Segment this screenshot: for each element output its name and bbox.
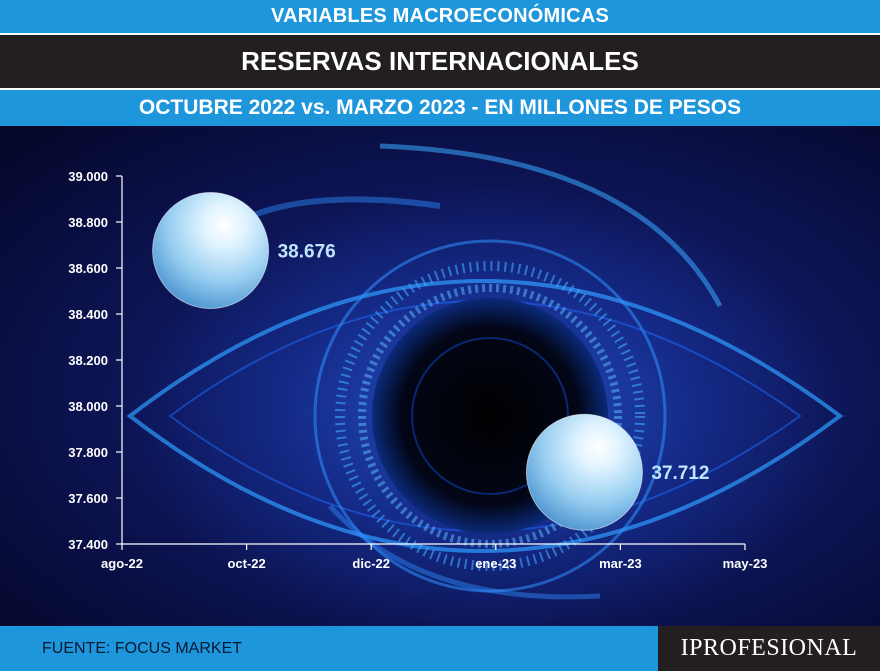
x-tick-label: ago-22 bbox=[101, 556, 143, 571]
data-point-bubble bbox=[152, 192, 270, 310]
y-tick-label: 38.000 bbox=[68, 399, 108, 414]
chart-subtitle: OCTUBRE 2022 vs. MARZO 2023 - EN MILLONE… bbox=[0, 90, 880, 126]
x-tick-label: mar-23 bbox=[599, 556, 642, 571]
y-tick-label: 38.800 bbox=[68, 215, 108, 230]
x-tick-label: ene-23 bbox=[475, 556, 516, 571]
y-tick-label: 37.800 bbox=[68, 445, 108, 460]
data-point-label: 37.712 bbox=[651, 463, 709, 484]
source-note: FUENTE: FOCUS MARKET bbox=[42, 640, 243, 657]
chart-area: 39.000 38.800 38.600 38.400 38.200 38.000 37.8… bbox=[0, 126, 880, 626]
section-header: VARIABLES MACROECONÓMICAS bbox=[0, 0, 880, 33]
brand-logo: IPROFESIONAL bbox=[658, 626, 880, 671]
y-axis: 39.000 38.800 38.600 38.400 38.200 38.000 37.8… bbox=[68, 169, 122, 552]
chart-title: RESERVAS INTERNACIONALES bbox=[0, 33, 880, 90]
x-axis: ago-22 oct-22 dic-22 ene-23 mar-23 may-23 bbox=[101, 544, 767, 571]
y-tick-label: 37.400 bbox=[68, 537, 108, 552]
y-tick-label: 39.000 bbox=[68, 169, 108, 184]
data-point-bubble bbox=[525, 413, 643, 531]
x-tick-label: oct-22 bbox=[227, 556, 265, 571]
y-tick-label: 38.200 bbox=[68, 353, 108, 368]
data-point-label: 38.676 bbox=[278, 242, 336, 263]
y-tick-label: 38.600 bbox=[68, 261, 108, 276]
reserves-chart: 39.000 38.800 38.600 38.400 38.200 38.000 37.8… bbox=[0, 126, 880, 626]
data-points: 38.676 37.712 bbox=[152, 192, 710, 531]
y-tick-label: 38.400 bbox=[68, 307, 108, 322]
eye-illustration bbox=[0, 126, 880, 626]
x-tick-label: may-23 bbox=[723, 556, 768, 571]
x-tick-label: dic-22 bbox=[352, 556, 390, 571]
y-tick-label: 37.600 bbox=[68, 491, 108, 506]
footer: FUENTE: FOCUS MARKET IPROFESIONAL bbox=[0, 626, 880, 671]
